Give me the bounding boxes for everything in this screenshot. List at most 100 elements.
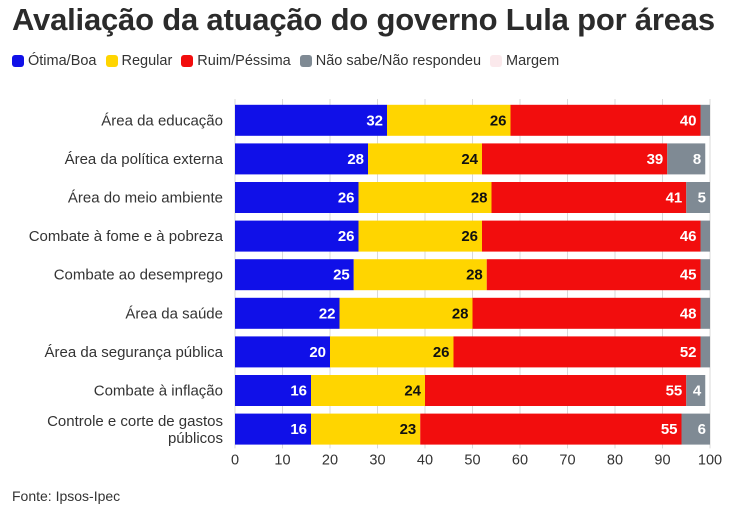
bar-segment	[353, 259, 487, 291]
data-label: 28	[471, 190, 488, 207]
legend-label: Ótima/Boa	[28, 53, 97, 69]
data-label: 41	[666, 190, 683, 207]
chart-legend: Ótima/Boa Regular Ruim/Péssima Não sabe/Não…	[12, 53, 568, 69]
category-label: Área do meio ambiente	[68, 190, 223, 207]
data-label: 55	[666, 383, 683, 400]
legend-swatch	[181, 55, 194, 67]
bar-segment	[491, 182, 687, 213]
legend-item: Ruim/Péssima	[181, 53, 291, 69]
data-label: 5	[698, 190, 706, 207]
data-label: 4	[693, 383, 702, 400]
legend-swatch	[12, 55, 24, 67]
data-label: 48	[680, 305, 697, 322]
bar-segment	[311, 375, 425, 406]
bar-segment	[235, 297, 340, 329]
x-tick-label: 0	[231, 452, 239, 468]
category-label: Combate ao desemprego	[54, 267, 223, 284]
data-label: 24	[404, 383, 421, 400]
data-label: 45	[680, 267, 697, 284]
category-label: Área da segurança pública	[45, 344, 224, 361]
bar-segment	[667, 143, 706, 175]
bar-segment	[700, 220, 710, 252]
x-tick-label: 60	[512, 452, 528, 468]
bar-segment	[368, 143, 482, 175]
data-label: 20	[309, 344, 326, 361]
data-label: 46	[680, 228, 697, 245]
data-label: 26	[461, 228, 478, 245]
data-label: 22	[319, 305, 336, 322]
data-label: 55	[661, 421, 678, 438]
bar-segment	[686, 182, 710, 213]
bar-segment	[700, 336, 710, 368]
bar-segment	[339, 297, 473, 329]
legend-item: Margem	[490, 53, 559, 69]
bar-segment	[358, 220, 482, 252]
category-label: públicos	[168, 430, 223, 447]
data-label: 28	[347, 151, 364, 168]
legend-item: Não sabe/Não respondeu	[299, 53, 482, 69]
bar-segment	[311, 413, 421, 445]
bar-segment	[482, 143, 668, 175]
data-label: 8	[693, 151, 701, 168]
x-tick-labels: 0 10 20 30 40 50 60 70 80 90 100	[231, 452, 722, 468]
data-label: 28	[452, 305, 469, 322]
x-tick-label: 50	[464, 452, 480, 468]
bar-segment	[482, 220, 701, 252]
data-label: 39	[647, 151, 664, 168]
legend-label: Regular	[121, 53, 173, 69]
data-label: 26	[338, 190, 355, 207]
category-label: Controle e corte de gastos	[47, 413, 223, 430]
legend-item: Regular	[105, 53, 173, 69]
data-label: 28	[466, 267, 483, 284]
x-tick-label: 10	[274, 452, 290, 468]
x-tick-label: 20	[322, 452, 338, 468]
bar-segment	[330, 336, 454, 368]
source-note: Fonte: Ipsos-Ipec	[12, 488, 121, 504]
data-label: 40	[680, 112, 697, 129]
data-label: 6	[698, 421, 706, 438]
category-label: Área da saúde	[125, 305, 223, 322]
bar-segment	[686, 375, 706, 406]
legend-item: Ótima/Boa	[12, 53, 97, 69]
bar-segment	[425, 375, 687, 406]
x-tick-label: 100	[698, 452, 722, 468]
bar-segment	[235, 375, 311, 406]
legend-swatch	[299, 55, 312, 67]
bar-segment	[700, 297, 710, 329]
data-label: 26	[433, 344, 450, 361]
category-label: Combate à inflação	[94, 383, 223, 400]
data-label: 32	[366, 112, 383, 129]
data-label: 16	[290, 421, 307, 438]
bar-segment	[235, 413, 311, 445]
x-tick-label: 80	[607, 452, 623, 468]
bar-segment	[235, 336, 330, 368]
bar-segment	[453, 336, 701, 368]
category-labels: Área da educação Área da política externa…	[29, 112, 224, 447]
bar-segment	[681, 413, 710, 445]
bar-segment	[235, 104, 387, 136]
legend-label: Margem	[506, 53, 560, 69]
data-label: 25	[333, 267, 350, 284]
legend-swatch	[490, 55, 503, 67]
bar-segment	[486, 259, 701, 291]
legend-swatch	[105, 55, 118, 67]
bar-segment	[235, 143, 368, 175]
bar-segment	[700, 104, 710, 136]
bar-segment	[235, 182, 359, 213]
data-label: 52	[680, 344, 697, 361]
legend-label: Não sabe/Não respondeu	[315, 53, 482, 69]
data-label: 26	[338, 228, 355, 245]
legend-label: Ruim/Péssima	[197, 53, 291, 69]
bar-segment	[510, 104, 701, 136]
bar-segment	[235, 259, 354, 291]
category-label: Combate à fome e à pobreza	[29, 228, 224, 245]
chart-title: Avaliação da atuação do governo Lula por…	[12, 2, 715, 37]
data-label: 26	[490, 112, 507, 129]
bar-segment	[472, 297, 701, 329]
x-tick-label: 70	[559, 452, 575, 468]
bar-segment	[700, 259, 710, 291]
bar-segment	[358, 182, 492, 213]
x-tick-label: 30	[369, 452, 385, 468]
